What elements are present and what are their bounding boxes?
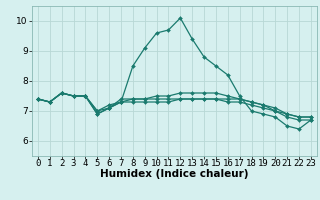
X-axis label: Humidex (Indice chaleur): Humidex (Indice chaleur) (100, 169, 249, 179)
